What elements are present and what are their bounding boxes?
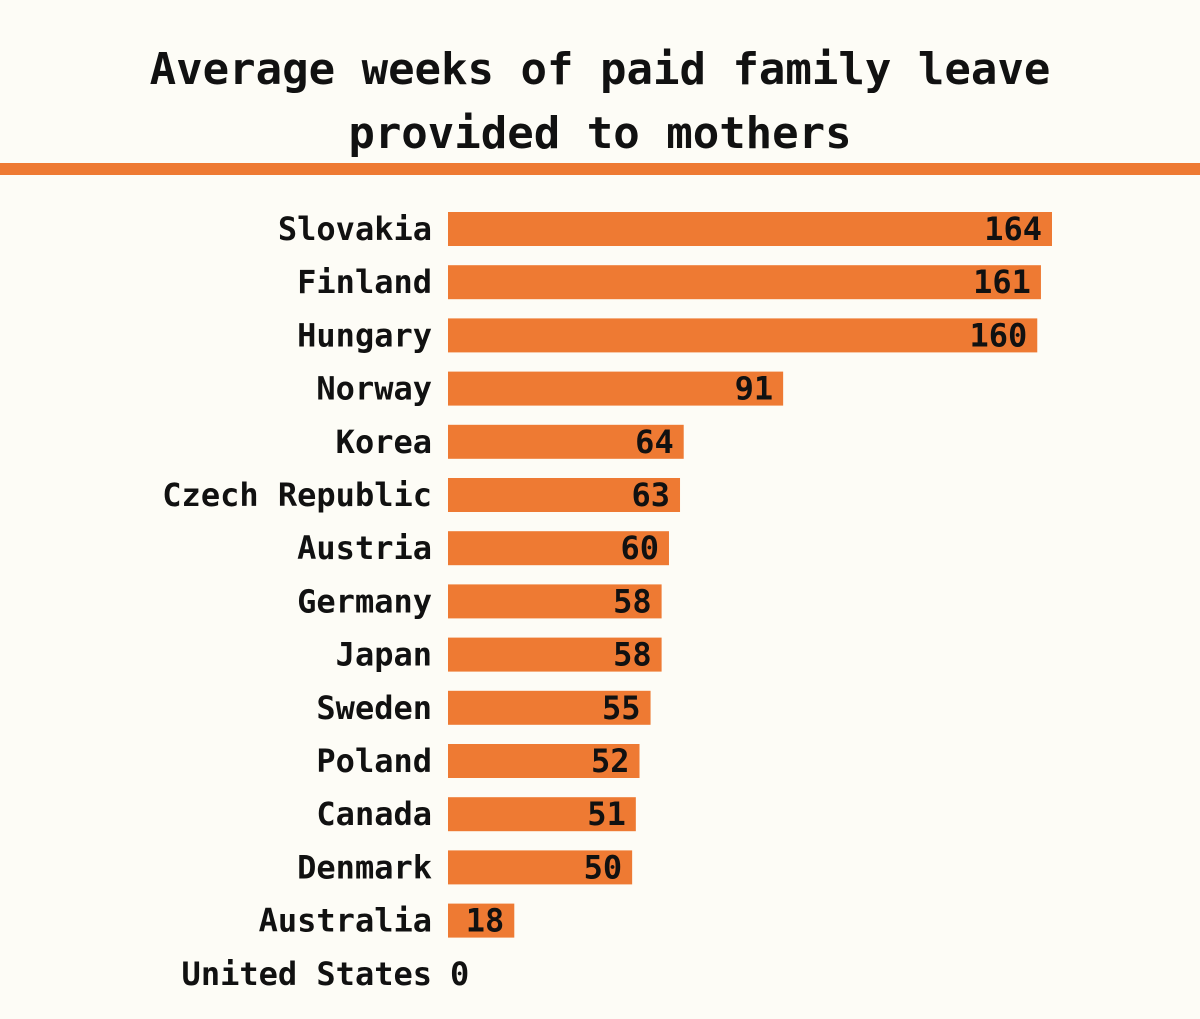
- value-label-australia: 18: [466, 902, 505, 940]
- bar-germany: [448, 584, 662, 619]
- category-label-norway: Norway: [316, 370, 432, 408]
- bar-australia: [448, 903, 515, 938]
- category-label-canada: Canada: [316, 795, 432, 833]
- category-label-sweden: Sweden: [316, 689, 432, 727]
- category-label-australia: Australia: [259, 902, 432, 940]
- category-label-denmark: Denmark: [297, 848, 432, 886]
- bar-slovakia: [448, 212, 1052, 246]
- bar-czech-republic: [448, 478, 681, 512]
- category-label-hungary: Hungary: [297, 316, 432, 354]
- title-divider: [0, 163, 1200, 175]
- category-label-czech-republic: Czech Republic: [162, 476, 432, 514]
- value-label-poland: 52: [591, 742, 630, 780]
- value-label-norway: 91: [735, 370, 774, 408]
- value-label-slovakia: 164: [984, 210, 1042, 248]
- category-label-germany: Germany: [297, 582, 432, 620]
- value-label-finland: 161: [973, 263, 1031, 301]
- bar-austria: [448, 531, 669, 566]
- category-label-slovakia: Slovakia: [278, 210, 432, 248]
- chart-title: Average weeks of paid family leave provi…: [149, 44, 1051, 159]
- bar-sweden: [448, 690, 651, 725]
- value-label-germany: 58: [613, 582, 652, 620]
- value-label-canada: 51: [587, 795, 626, 833]
- value-label-korea: 64: [635, 423, 674, 461]
- value-label-united-states: 0: [450, 955, 469, 993]
- value-label-austria: 60: [620, 529, 659, 567]
- bar-canada: [448, 797, 636, 832]
- bar-finland: [448, 265, 1041, 300]
- bar-hungary: [448, 318, 1038, 353]
- value-label-japan: 58: [613, 636, 652, 674]
- bar-poland: [448, 744, 640, 778]
- bar-denmark: [448, 850, 633, 885]
- value-label-hungary: 160: [969, 316, 1027, 354]
- category-label-korea: Korea: [336, 423, 432, 461]
- value-label-denmark: 50: [584, 848, 623, 886]
- bar-japan: [448, 637, 662, 672]
- value-label-sweden: 55: [602, 689, 641, 727]
- category-label-japan: Japan: [336, 636, 432, 674]
- labels-layer: Slovakia 164 Finland 161 Hungary 160 Norway 91 K…: [162, 210, 1042, 993]
- category-label-finland: Finland: [297, 263, 432, 301]
- bars-layer: [448, 212, 1052, 938]
- bar-norway: [448, 371, 784, 406]
- category-label-austria: Austria: [297, 529, 432, 567]
- value-label-czech-republic: 63: [631, 476, 670, 514]
- bar-korea: [448, 424, 684, 459]
- bar-chart: Slovakia 164 Finland 161 Hungary 160 Norway 91 K…: [162, 210, 1052, 993]
- category-label-united-states: United States: [182, 955, 432, 993]
- category-label-poland: Poland: [316, 742, 432, 780]
